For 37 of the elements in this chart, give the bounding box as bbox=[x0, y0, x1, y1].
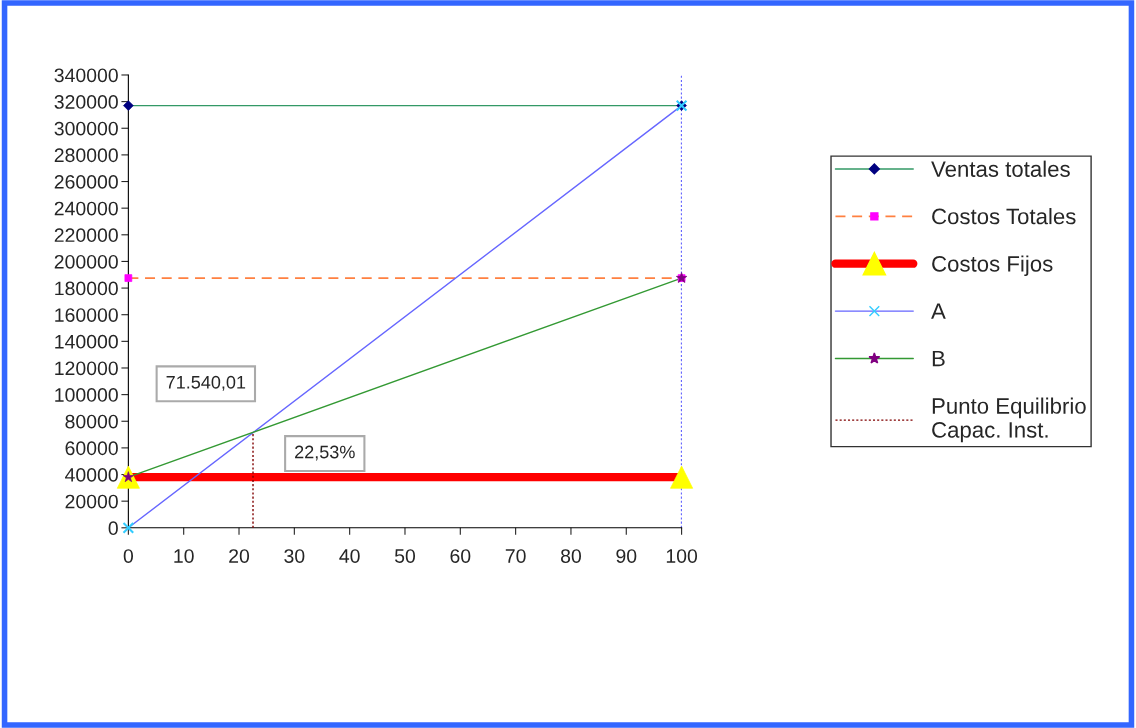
y-tick-label: 320000 bbox=[54, 95, 118, 109]
x-tick-label: 50 bbox=[394, 549, 416, 563]
y-tick-label: 260000 bbox=[54, 175, 118, 189]
x-tick-label: 80 bbox=[560, 549, 582, 563]
y-tick-label: 140000 bbox=[55, 334, 118, 349]
y-tick-label: 120000 bbox=[55, 361, 118, 376]
y-tick-label: 180000 bbox=[55, 281, 118, 296]
y-tick-label: 240000 bbox=[54, 201, 118, 216]
y-tick-label: 160000 bbox=[55, 308, 118, 322]
x-tick-label: 10 bbox=[174, 549, 194, 563]
x-tick-label: 90 bbox=[616, 549, 637, 563]
y-tick-label: 220000 bbox=[54, 228, 118, 243]
y-tick-label: 40000 bbox=[65, 468, 118, 482]
x-tick-label: 100 bbox=[666, 549, 698, 563]
x-tick-label: 20 bbox=[229, 549, 250, 563]
x-tick-label: 60 bbox=[450, 549, 471, 563]
x-tick-label: 40 bbox=[339, 549, 360, 563]
legend-label: A bbox=[931, 303, 946, 319]
legend-label: Ventas totales bbox=[931, 160, 1070, 177]
y-tick-label: 300000 bbox=[54, 121, 118, 136]
legend-label: B bbox=[932, 350, 945, 367]
y-tick-label: 200000 bbox=[54, 254, 118, 269]
legend-label: Punto Equilibrio Capac. Inst. bbox=[932, 397, 1086, 443]
y-tick-label: 100000 bbox=[55, 388, 118, 402]
legend-label: Costos Totales bbox=[932, 207, 1076, 225]
x-tick-label: 30 bbox=[284, 549, 305, 563]
annotation: 71.540,01 bbox=[166, 375, 246, 391]
y-tick-label: 280000 bbox=[54, 148, 118, 163]
y-tick-label: 80000 bbox=[65, 414, 118, 429]
annotation: 22,53% bbox=[295, 445, 355, 461]
x-tick-label: 70 bbox=[505, 549, 526, 563]
y-tick-label: 340000 bbox=[54, 68, 118, 83]
x-tick-label: 0 bbox=[123, 549, 134, 563]
legend-label: Costos Fijos bbox=[932, 255, 1053, 277]
y-tick-label: 0 bbox=[108, 521, 118, 536]
y-tick-label: 60000 bbox=[65, 441, 118, 456]
y-tick-label: 20000 bbox=[65, 494, 118, 509]
